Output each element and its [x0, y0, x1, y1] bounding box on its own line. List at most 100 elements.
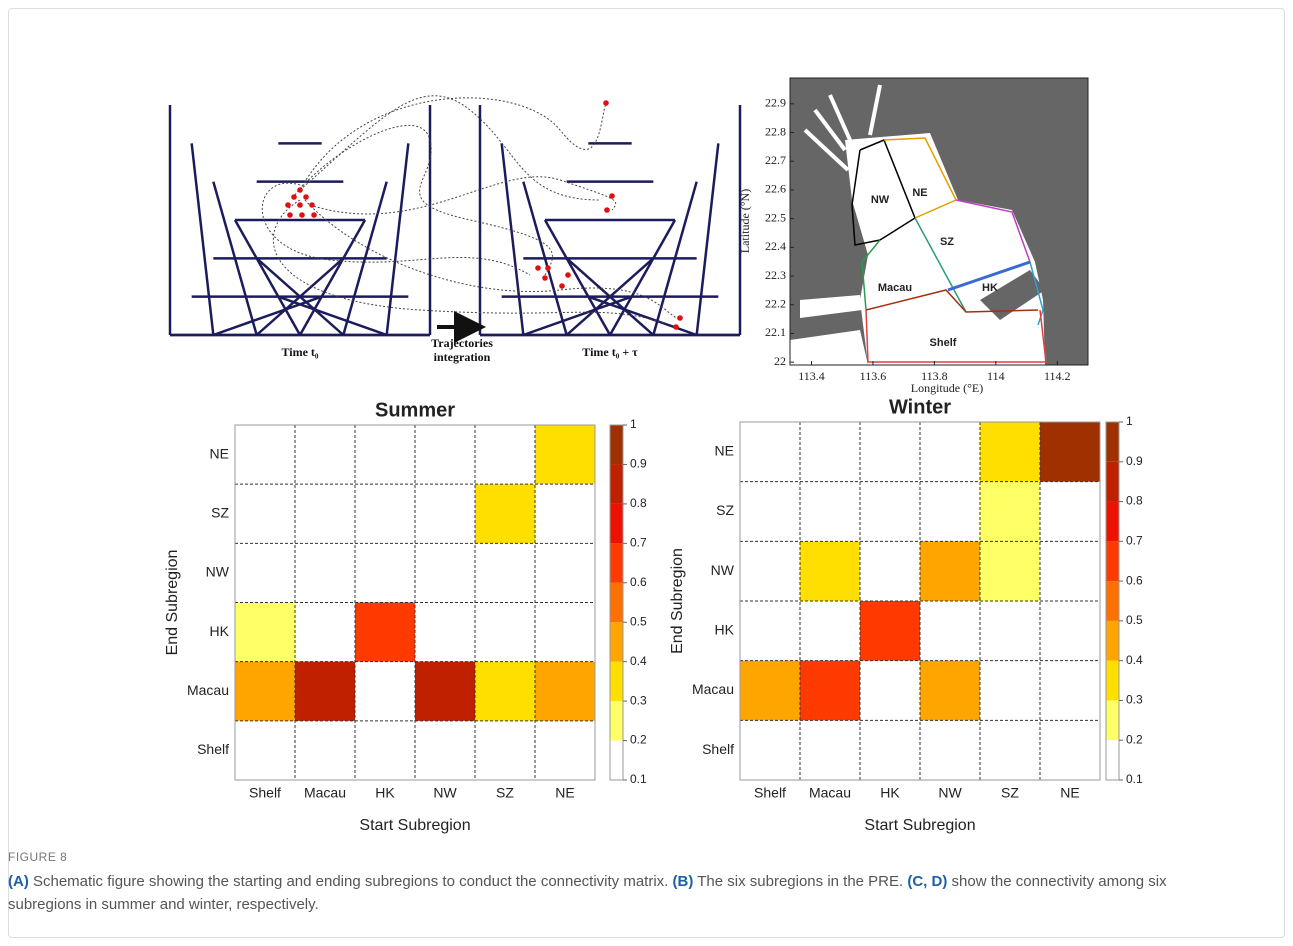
- x-tick-label: 113.4: [798, 369, 825, 383]
- trajectory: [300, 96, 600, 200]
- caption-label: FIGURE 8: [8, 850, 67, 864]
- x-tick-label: NW: [938, 785, 962, 801]
- particle: [297, 202, 303, 208]
- x-tick-label: Macau: [809, 785, 851, 801]
- colorbar-band: [610, 701, 623, 740]
- colorbar-band: [610, 464, 623, 503]
- right-label: Time t₀ + τ: [560, 345, 660, 360]
- colorbar-band: [610, 425, 623, 464]
- heat-cell: [235, 662, 295, 721]
- x-tick-label: HK: [880, 785, 900, 801]
- colorbar-label: 0.3: [630, 693, 647, 707]
- particle: [604, 207, 610, 213]
- x-tick-label: 114: [987, 369, 1005, 383]
- particle: [299, 212, 305, 218]
- y-tick-label: SZ: [716, 502, 734, 518]
- left-label: Time t₀: [260, 345, 340, 360]
- heat-cell: [295, 662, 355, 721]
- heat-cell: [860, 601, 920, 661]
- grid-edge: [235, 220, 300, 335]
- y-tick-label: NE: [715, 443, 734, 459]
- colorbar-band: [1106, 462, 1119, 502]
- colorbar-label: 0.2: [630, 733, 647, 747]
- colorbar-band: [610, 662, 623, 701]
- grid-edge: [192, 143, 214, 335]
- heat-cell: [535, 662, 595, 721]
- particle: [535, 265, 541, 271]
- colorbar-label: 0.9: [1126, 454, 1143, 468]
- x-tick-label: SZ: [496, 785, 514, 801]
- y-tick-label: 22.9: [765, 96, 786, 110]
- colorbar-band: [1106, 740, 1119, 780]
- particle: [609, 193, 615, 199]
- x-axis-label: Longitude (°E): [911, 381, 983, 395]
- heat-cell: [740, 661, 800, 721]
- particle: [291, 194, 297, 200]
- particle: [287, 212, 293, 218]
- colorbar-label: 0.8: [1126, 494, 1143, 508]
- colorbar-band: [1106, 581, 1119, 621]
- colorbar-band: [610, 543, 623, 582]
- grid-edge: [502, 143, 524, 335]
- region-label: NW: [871, 194, 890, 206]
- colorbar-label: 0.8: [630, 496, 647, 510]
- colorbar-label: 0.7: [1126, 534, 1143, 548]
- caption-panel-ref: (C, D): [907, 873, 947, 890]
- particle: [285, 202, 291, 208]
- figure: 113.4113.6113.8114114.22222.122.222.322.…: [0, 0, 1293, 946]
- grid-edge: [300, 220, 365, 335]
- colorbar-band: [1106, 661, 1119, 701]
- grid-edge: [697, 143, 719, 335]
- colorbar-label: 1: [1126, 414, 1133, 428]
- y-tick-label: 22: [774, 354, 786, 368]
- y-tick-label: 22.6: [765, 182, 786, 196]
- caption-text: Schematic figure showing the starting an…: [29, 873, 673, 890]
- caption-panel-ref: (B): [673, 873, 694, 890]
- heat-cell: [475, 662, 535, 721]
- heat-cell: [235, 603, 295, 662]
- heat-cell: [535, 425, 595, 484]
- y-tick-label: Macau: [187, 682, 229, 698]
- region-label: NE: [912, 187, 927, 199]
- colorbar-label: 0.5: [630, 614, 647, 628]
- colorbar-label: 0.7: [630, 536, 647, 550]
- grid-edge: [278, 297, 386, 335]
- colorbar-label: 0.3: [1126, 693, 1143, 707]
- heat-cell: [415, 662, 475, 721]
- y-tick-label: Shelf: [702, 741, 734, 757]
- colorbar-label: 0.2: [1126, 732, 1143, 746]
- heat-cell: [980, 541, 1040, 601]
- colorbar-label: 0.9: [630, 457, 647, 471]
- caption: (A) Schematic figure showing the startin…: [8, 870, 1238, 916]
- colorbar-label: 1: [630, 417, 637, 431]
- heat-cell: [355, 603, 415, 662]
- heat-cell: [800, 661, 860, 721]
- colorbar-band: [610, 741, 623, 780]
- colorbar-band: [610, 504, 623, 543]
- x-tick-label: SZ: [1001, 785, 1019, 801]
- region-label: SZ: [940, 236, 954, 248]
- colorbar-band: [1106, 422, 1119, 462]
- heat-cell: [1040, 422, 1100, 482]
- caption-text: The six subregions in the PRE.: [693, 873, 907, 890]
- y-axis-label: End Subregion: [669, 548, 686, 654]
- y-tick-label: 22.4: [765, 239, 786, 253]
- colorbar-label: 0.1: [630, 772, 647, 786]
- colorbar-band: [610, 622, 623, 661]
- particle: [309, 202, 315, 208]
- x-tick-label: Macau: [304, 785, 346, 801]
- particle: [677, 315, 683, 321]
- y-tick-label: NW: [206, 564, 230, 580]
- x-axis-label: Start Subregion: [864, 817, 975, 834]
- particle: [565, 272, 571, 278]
- heat-cell: [475, 484, 535, 543]
- x-tick-label: Shelf: [249, 785, 281, 801]
- x-tick-label: 114.2: [1044, 369, 1071, 383]
- y-tick-label: 22.1: [765, 325, 786, 339]
- y-tick-label: NW: [711, 562, 735, 578]
- colorbar-label: 0.1: [1126, 772, 1143, 786]
- heat-cell: [920, 541, 980, 601]
- y-axis-label: End Subregion: [164, 550, 181, 656]
- y-tick-label: Shelf: [197, 741, 229, 757]
- particle: [603, 100, 609, 106]
